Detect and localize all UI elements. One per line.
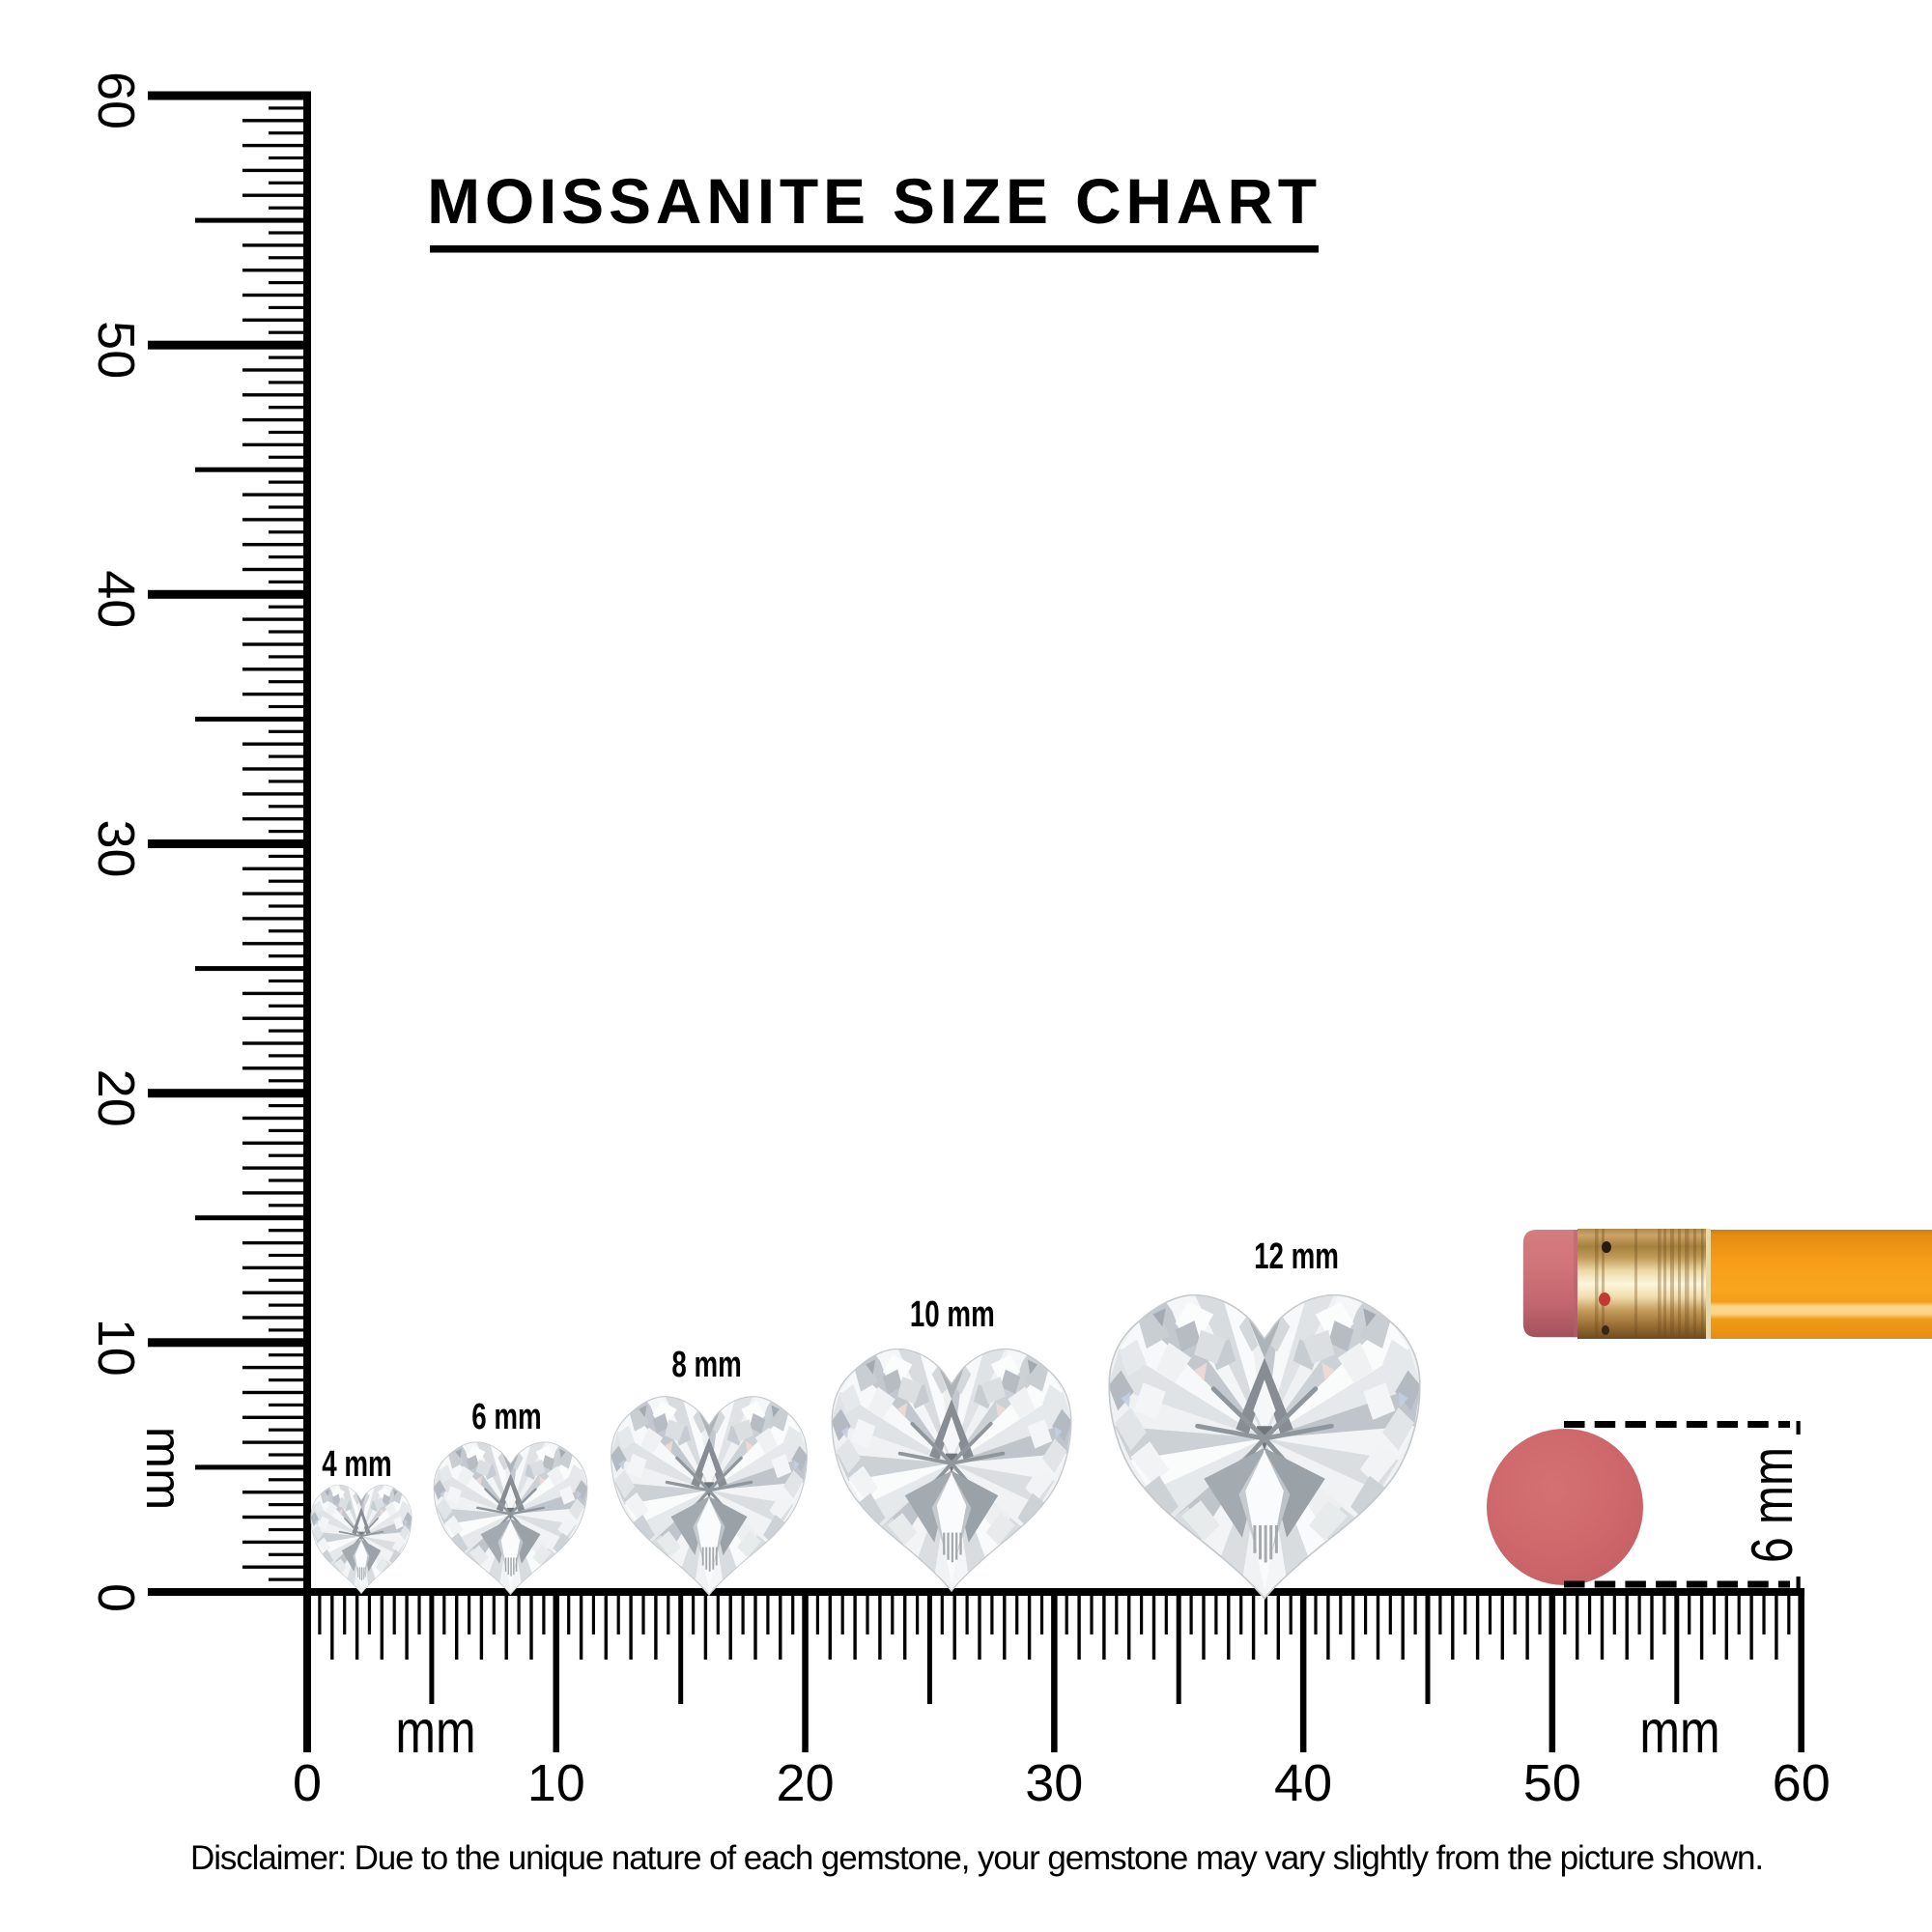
svg-text:0: 0 bbox=[87, 1583, 145, 1612]
svg-text:4 mm: 4 mm bbox=[322, 1444, 391, 1485]
svg-text:60: 60 bbox=[1773, 1754, 1831, 1812]
svg-text:60: 60 bbox=[87, 71, 145, 129]
svg-text:mm: mm bbox=[395, 1697, 475, 1766]
svg-text:8 mm: 8 mm bbox=[671, 1345, 741, 1385]
svg-text:20: 20 bbox=[777, 1754, 835, 1812]
svg-text:20: 20 bbox=[87, 1069, 145, 1127]
svg-text:mm: mm bbox=[1639, 1697, 1719, 1766]
svg-text:10: 10 bbox=[87, 1319, 145, 1377]
svg-text:12 mm: 12 mm bbox=[1254, 1236, 1339, 1277]
svg-text:mm: mm bbox=[135, 1427, 191, 1511]
svg-text:30: 30 bbox=[87, 819, 145, 877]
svg-text:40: 40 bbox=[87, 570, 145, 628]
svg-text:6 mm: 6 mm bbox=[1740, 1447, 1804, 1563]
svg-text:Disclaimer: Due to the unique: Disclaimer: Due to the unique nature of … bbox=[190, 1839, 1763, 1877]
svg-text:10: 10 bbox=[527, 1754, 585, 1812]
svg-text:50: 50 bbox=[1523, 1754, 1581, 1812]
svg-text:MOISSANITE SIZE CHART: MOISSANITE SIZE CHART bbox=[427, 165, 1321, 237]
svg-text:40: 40 bbox=[1274, 1754, 1332, 1812]
svg-text:30: 30 bbox=[1025, 1754, 1083, 1812]
svg-text:0: 0 bbox=[293, 1754, 322, 1812]
svg-text:6 mm: 6 mm bbox=[471, 1397, 541, 1437]
svg-text:10 mm: 10 mm bbox=[910, 1294, 995, 1335]
svg-text:50: 50 bbox=[87, 321, 145, 379]
